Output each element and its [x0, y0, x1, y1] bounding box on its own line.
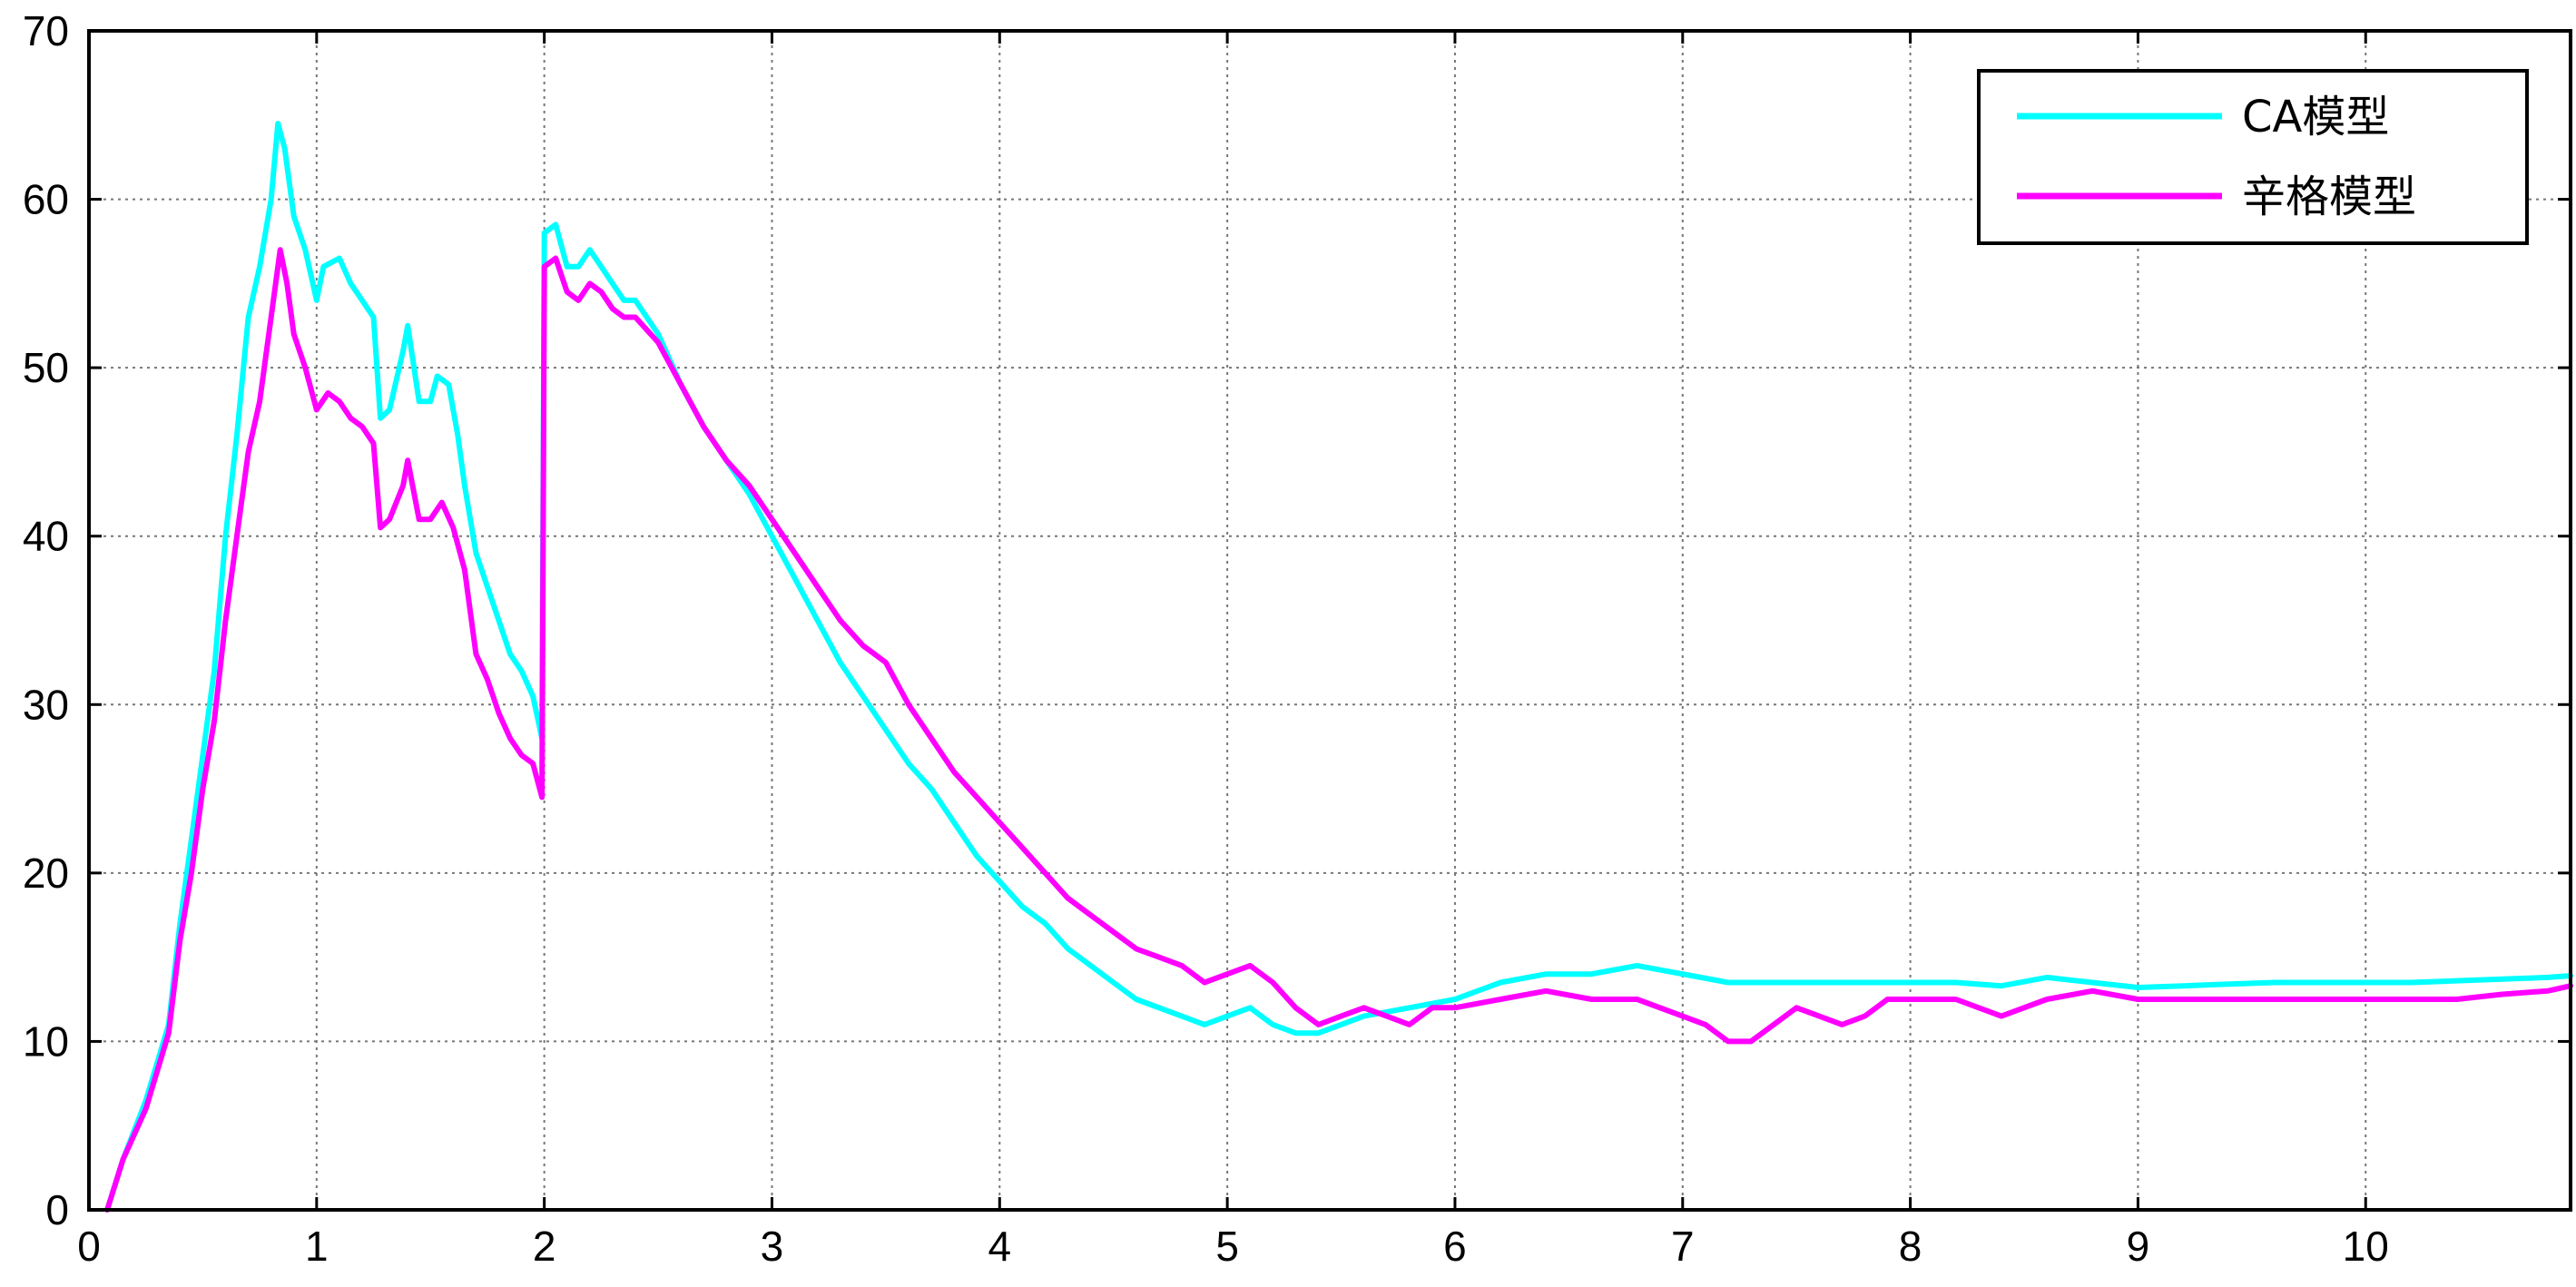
- x-tick-label: 7: [1671, 1223, 1695, 1270]
- x-tick-label: 5: [1215, 1223, 1239, 1270]
- x-tick-label: 10: [2343, 1223, 2389, 1270]
- y-tick-label: 50: [23, 344, 69, 391]
- x-tick-label: 2: [533, 1223, 556, 1270]
- y-tick-label: 20: [23, 850, 69, 897]
- y-tick-label: 0: [45, 1186, 69, 1233]
- x-tick-label: 4: [988, 1223, 1012, 1270]
- x-tick-label: 0: [77, 1223, 101, 1270]
- y-tick-label: 30: [23, 681, 69, 728]
- axes-frame: [87, 29, 2572, 1212]
- y-tick-label: 10: [23, 1017, 69, 1065]
- y-tick-label: 40: [23, 513, 69, 560]
- series-line-1: [104, 121, 2573, 1213]
- x-tick-label: 8: [1899, 1223, 1922, 1270]
- legend-label-1: CA模型: [2242, 92, 2389, 142]
- x-tick-label: 9: [2127, 1223, 2150, 1270]
- x-tick-label: 6: [1443, 1223, 1467, 1270]
- y-axis-tick-labels: 0 10 20 30 40 50 60 70: [23, 7, 69, 1233]
- legend-label-2: 辛格模型: [2242, 172, 2416, 222]
- y-tick-label: 70: [23, 7, 69, 54]
- x-axis-tick-labels: 0 1 2 3 4 5 6 7 8 9 10: [77, 1223, 2389, 1270]
- series-lines: [104, 121, 2573, 1213]
- grid: [89, 31, 2571, 1210]
- x-tick-label: 1: [305, 1223, 329, 1270]
- y-tick-label: 60: [23, 176, 69, 223]
- tick-marks: [87, 29, 2571, 1212]
- legend-box: [1977, 69, 2529, 245]
- series-line-2: [104, 247, 2573, 1213]
- x-tick-label: 3: [761, 1223, 784, 1270]
